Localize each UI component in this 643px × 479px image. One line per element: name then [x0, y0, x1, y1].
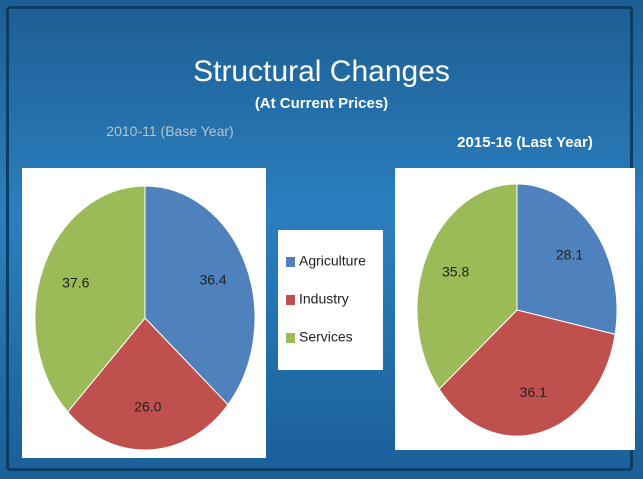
data-label: 35.8 — [442, 264, 469, 280]
chart-title: 2015-16 (Last Year) — [457, 134, 593, 151]
legend-box — [278, 230, 383, 370]
legend-swatch — [286, 333, 295, 343]
legend-label: Agriculture — [299, 253, 366, 269]
pie-slice — [516, 183, 618, 336]
legend-swatch — [286, 295, 295, 305]
pie-slice — [416, 183, 518, 390]
data-label: 28.1 — [556, 246, 583, 262]
pie-slice — [144, 185, 256, 406]
legend-swatch — [286, 257, 295, 267]
pie-slice — [438, 309, 616, 437]
legend-label: Services — [299, 329, 353, 345]
slide-title: Structural Changes — [193, 55, 450, 88]
chart-title: 2010-11 (Base Year) — [106, 123, 234, 139]
data-label: 36.1 — [520, 384, 547, 400]
legend-label: Industry — [299, 291, 349, 307]
data-label: 26.0 — [134, 398, 161, 414]
data-label: 36.4 — [199, 272, 226, 288]
pie-slice — [34, 185, 146, 413]
data-label: 37.6 — [62, 275, 89, 291]
pie-slice — [67, 317, 229, 451]
slide-subtitle: (At Current Prices) — [254, 95, 389, 112]
